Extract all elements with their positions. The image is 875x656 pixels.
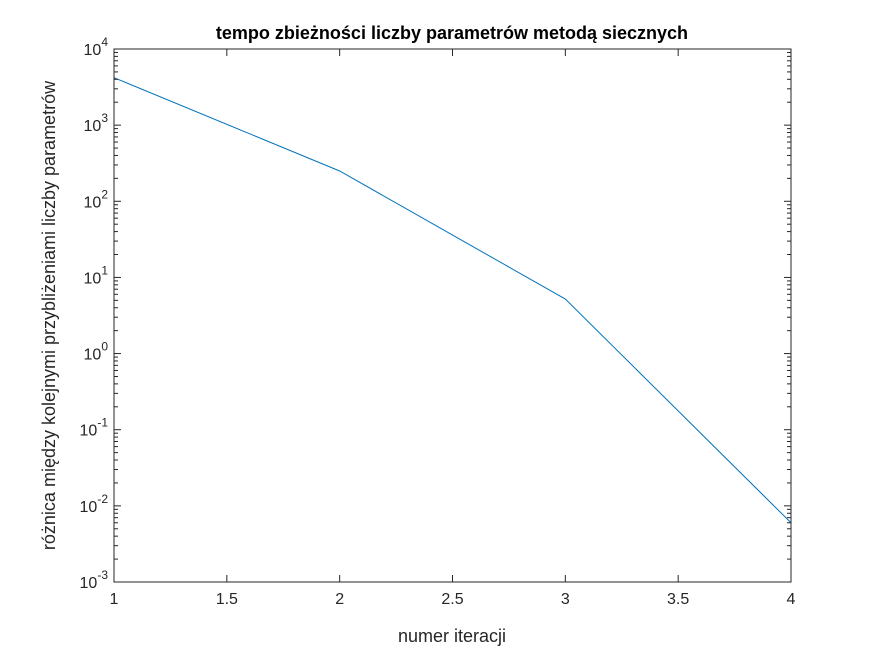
x-axis-label: numer iteracji (398, 626, 506, 646)
y-tick-exponent: -2 (97, 492, 108, 506)
x-tick-label: 4 (787, 591, 796, 608)
y-tick-exponent: 0 (101, 340, 108, 354)
y-tick-exponent: -1 (97, 416, 108, 430)
y-tick-exponent: 4 (101, 35, 108, 49)
y-tick-base: 10 (84, 270, 102, 287)
y-tick-base: 10 (84, 42, 102, 59)
y-tick-base: 10 (80, 499, 98, 516)
x-tick-label: 3.5 (667, 591, 689, 608)
y-tick-base: 10 (80, 423, 98, 440)
y-tick-base: 10 (84, 347, 102, 364)
y-tick-label: 10-1 (80, 416, 109, 440)
series-line (113, 77, 792, 524)
x-tick-label: 2 (335, 591, 344, 608)
x-axis-ticks: 1 1.5 2 2.5 3 3.5 4 (110, 49, 796, 608)
y-tick-exponent: 3 (101, 111, 108, 125)
y-tick-label: 104 (84, 35, 109, 59)
chart-title: tempo zbieżności liczby parametrów metod… (216, 23, 688, 43)
x-tick-label: 2.5 (441, 591, 463, 608)
y-tick-label: 101 (84, 263, 109, 287)
x-tick-label: 3 (561, 591, 570, 608)
x-tick-label: 1.5 (216, 591, 238, 608)
x-tick-label: 1 (110, 591, 119, 608)
y-tick-base: 10 (84, 118, 102, 135)
y-tick-label: 102 (84, 187, 109, 211)
y-axis-label: różnica między kolejnymi przybliżeniami … (39, 80, 59, 550)
y-tick-exponent: 2 (101, 187, 108, 201)
plot-area (114, 49, 791, 582)
y-tick-label: 100 (84, 340, 109, 364)
y-tick-exponent: 1 (101, 263, 108, 277)
y-tick-label: 10-2 (80, 492, 109, 516)
y-tick-exponent: -3 (97, 568, 108, 582)
y-tick-label: 103 (84, 111, 109, 135)
series-layer (113, 77, 792, 524)
y-tick-base: 10 (80, 575, 98, 592)
y-tick-base: 10 (84, 194, 102, 211)
y-tick-label: 10-3 (80, 568, 109, 592)
